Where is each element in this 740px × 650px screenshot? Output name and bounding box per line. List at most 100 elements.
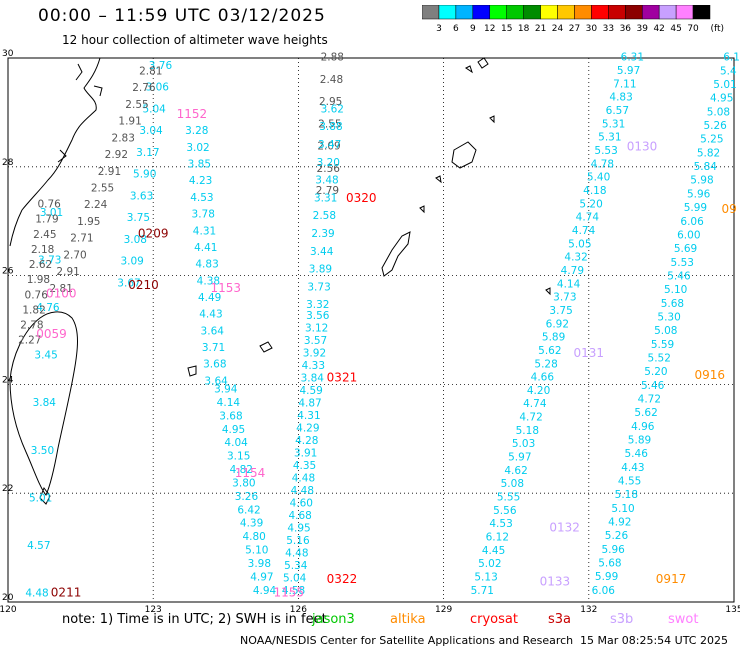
wave-height-value: 2.88 [321,52,344,64]
wave-height-value: 2.83 [112,132,135,144]
wave-height-value: 4.83 [609,92,632,104]
wave-height-value: 5.69 [674,243,697,255]
wave-height-value: 5.30 [657,311,680,323]
longitude-label: 123 [145,605,162,615]
wave-height-value: 5.46 [667,270,691,282]
wave-height-value: 4.62 [504,465,527,477]
wave-height-value: 5.02 [478,558,501,570]
wave-height-value: 5.10 [245,545,268,557]
color-scale-tick: 33 [603,24,614,33]
track-e-east: 6.15.45.014.955.085.265.255.825.845.985.… [592,52,740,597]
wave-height-value: 3.17 [136,147,159,159]
wave-height-value: 5.31 [598,132,621,144]
wave-height-value: 4.87 [298,398,321,410]
taiwan-island [9,311,78,496]
color-scale-tick: 9 [470,24,476,33]
wave-height-value: 5.4 [720,65,737,77]
longitude-label: 126 [290,605,307,615]
wave-height-value: 3.64 [204,375,228,387]
wave-height-value: 2.09 [317,141,340,153]
wave-height-value: 4.55 [618,475,641,487]
wave-height-value: 1.95 [77,216,100,228]
satellite-legend-item-cryosat: cryosat [470,612,518,627]
wave-height-value: 2.76 [132,82,156,94]
pass-time-label: 0100 [46,286,77,300]
wave-height-value: 3.75 [549,305,572,317]
satellite-legend-item-altika: altika [390,612,426,627]
wave-height-value: 2.24 [84,199,108,211]
satellite-legend-item-s3a: s3a [548,612,572,627]
latitude-label: 26 [2,267,14,277]
pass-time-label: 1154 [235,466,266,480]
color-scale-tick: 3 [436,24,442,33]
wave-height-value: 3.32 [306,299,329,311]
wave-height-map[interactable]: 3.76 3.06 5.04 3.04 3.17 5.90 3.63 3.75 3.08 3.09… [0,0,740,615]
pass-time-label: 0130 [627,139,658,153]
wave-height-value: 4.74 [576,212,600,224]
wave-height-value: 4.49 [198,292,221,304]
wave-height-value: 5.96 [687,188,711,200]
pass-time-label: 0131 [574,346,605,360]
wave-height-value: 4.79 [561,265,584,277]
wave-height-value: 2.18 [31,244,54,256]
wave-height-value: 4.95 [287,522,310,534]
color-scale-tick: 70 [687,24,699,33]
color-scale-unit: (ft) [710,24,724,33]
wave-height-value: 6.00 [677,229,700,241]
wave-height-value: 5.90 [133,169,156,181]
wave-height-value: 1.79 [35,214,58,226]
okinawa-island [381,231,411,277]
wave-height-value: 3.28 [185,125,208,137]
track-d-east: 6.315.977.114.836.575.315.315.534.785.40… [471,52,644,597]
wave-height-value: 4.31 [297,410,320,422]
wave-height-value: 0.76 [25,289,49,301]
wave-height-value: 3.04 [139,125,163,137]
wave-height-value: 5.68 [661,298,684,310]
axis-tick-labels: 120 123 126 129 132 135 30 28 26 24 22 20 [0,49,740,615]
pass-time-label: 1152 [177,107,208,121]
wave-height-value: 5.10 [611,503,634,515]
wave-height-value: 5.55 [497,492,520,504]
wave-height-value: 5.16 [286,535,310,547]
wave-height-value: 4.20 [527,385,550,397]
wave-height-value: 4.41 [194,242,217,254]
wave-height-value: 5.01 [29,492,52,504]
color-scale-tick: 12 [484,24,495,33]
wave-height-value: 4.29 [296,423,319,435]
wave-height-value: 3.62 [321,103,344,115]
wave-height-value: 4.83 [195,259,218,271]
wave-height-value: 3.08 [124,234,147,246]
wave-height-value: 4.76 [36,302,60,314]
wave-height-value: 5.99 [684,202,707,214]
longitude-label: 120 [0,605,17,615]
wave-height-value: 3.47 [318,139,341,151]
wave-height-value: 3.73 [553,292,576,304]
wave-height-value: 3.01 [40,207,63,219]
wave-height-value: 3.56 [306,310,330,322]
latitude-label: 30 [2,49,14,59]
wave-height-value: 2.95 [319,96,342,108]
pass-time-label: 0320 [346,191,377,205]
wave-height-value: 2.58 [313,210,336,222]
wave-height-value: 7.11 [613,78,636,90]
color-scale-legend: 3 6 9 12 15 18 21 24 27 30 33 36 39 42 45 70 (ft) [422,5,724,33]
wave-height-value: 3.09 [120,256,143,268]
wave-height-value: 6.1 [723,52,740,64]
wave-height-value: 4.53 [190,192,213,204]
wave-height-value: 5.89 [542,332,565,344]
wave-height-value: 4.68 [288,510,311,522]
wave-height-value: 4.28 [295,435,318,447]
wave-height-value: 4.58 [282,585,305,597]
track-b-mid: 3.28 3.02 3.85 4.23 4.53 3.78 4.31 4.41 4.83 4.38… [185,125,228,387]
wave-height-value: 4.31 [193,225,216,237]
wave-height-value: 5.08 [707,106,730,118]
wave-height-value: 4.04 [224,437,248,449]
wave-height-value: 4.66 [531,372,555,384]
footer-note: note: 1) Time is in UTC; 2) SWH is in fe… [62,612,327,627]
wave-height-value: 5.53 [594,145,617,157]
wave-height-value: 4.23 [189,175,212,187]
color-swatch [692,5,711,20]
wave-height-value: 4.80 [242,531,265,543]
latitude-label: 22 [2,484,13,494]
miyako-island [187,341,273,377]
